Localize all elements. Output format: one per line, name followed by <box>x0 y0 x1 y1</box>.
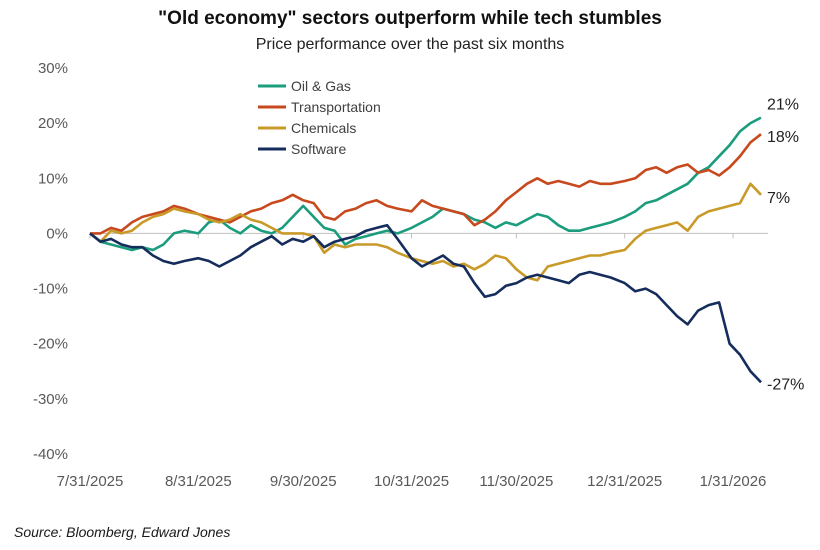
x-tick-label: 9/30/2025 <box>270 473 337 490</box>
x-tick-label: 12/31/2025 <box>587 473 662 490</box>
y-tick-label: -30% <box>33 391 68 408</box>
x-tick-label: 11/30/2025 <box>479 473 553 490</box>
y-tick-label: -40% <box>33 446 68 463</box>
x-axis: 7/31/2025 8/31/2025 9/30/2025 10/31/2025 11/… <box>57 233 767 490</box>
x-tick-label: 10/31/2025 <box>374 473 449 490</box>
y-tick-label: 30% <box>38 60 68 77</box>
y-tick-label: -10% <box>33 281 68 298</box>
end-labels: 21% 18% 7% -27% <box>767 97 804 394</box>
line-chart: 30% 20% 10% 0% -10% -20% -30% -40% 7/31/2025 8/3… <box>33 60 804 490</box>
y-tick-label: -20% <box>33 336 68 353</box>
series-line-oil-gas <box>89 116 762 252</box>
end-value-label: 21% <box>767 97 799 114</box>
chart-subtitle: Price performance over the past six mont… <box>255 36 565 53</box>
end-value-label: -27% <box>767 376 804 393</box>
x-tick-label: 8/31/2025 <box>165 473 232 490</box>
end-value-label: 7% <box>767 190 790 207</box>
x-tick-label: 7/31/2025 <box>57 473 124 490</box>
series-line-software <box>89 223 762 384</box>
legend: Oil & Gas Transportation Chemicals Software <box>258 78 381 157</box>
y-axis: 30% 20% 10% 0% -10% -20% -30% -40% <box>33 60 68 463</box>
series-line-transportation <box>90 133 762 235</box>
legend-label: Oil & Gas <box>291 78 351 94</box>
y-tick-label: 10% <box>38 170 68 187</box>
x-tick-label: 1/31/2026 <box>700 473 767 490</box>
y-tick-label: 0% <box>46 225 68 242</box>
legend-label: Chemicals <box>291 120 356 136</box>
end-value-label: 18% <box>767 129 799 146</box>
y-tick-label: 20% <box>38 115 68 132</box>
source-note: Source: Bloomberg, Edward Jones <box>14 524 231 540</box>
legend-label: Transportation <box>291 99 381 115</box>
series-layer <box>89 116 762 384</box>
chart-title: "Old economy" sectors outperform while t… <box>158 8 662 29</box>
legend-label: Software <box>291 141 346 157</box>
